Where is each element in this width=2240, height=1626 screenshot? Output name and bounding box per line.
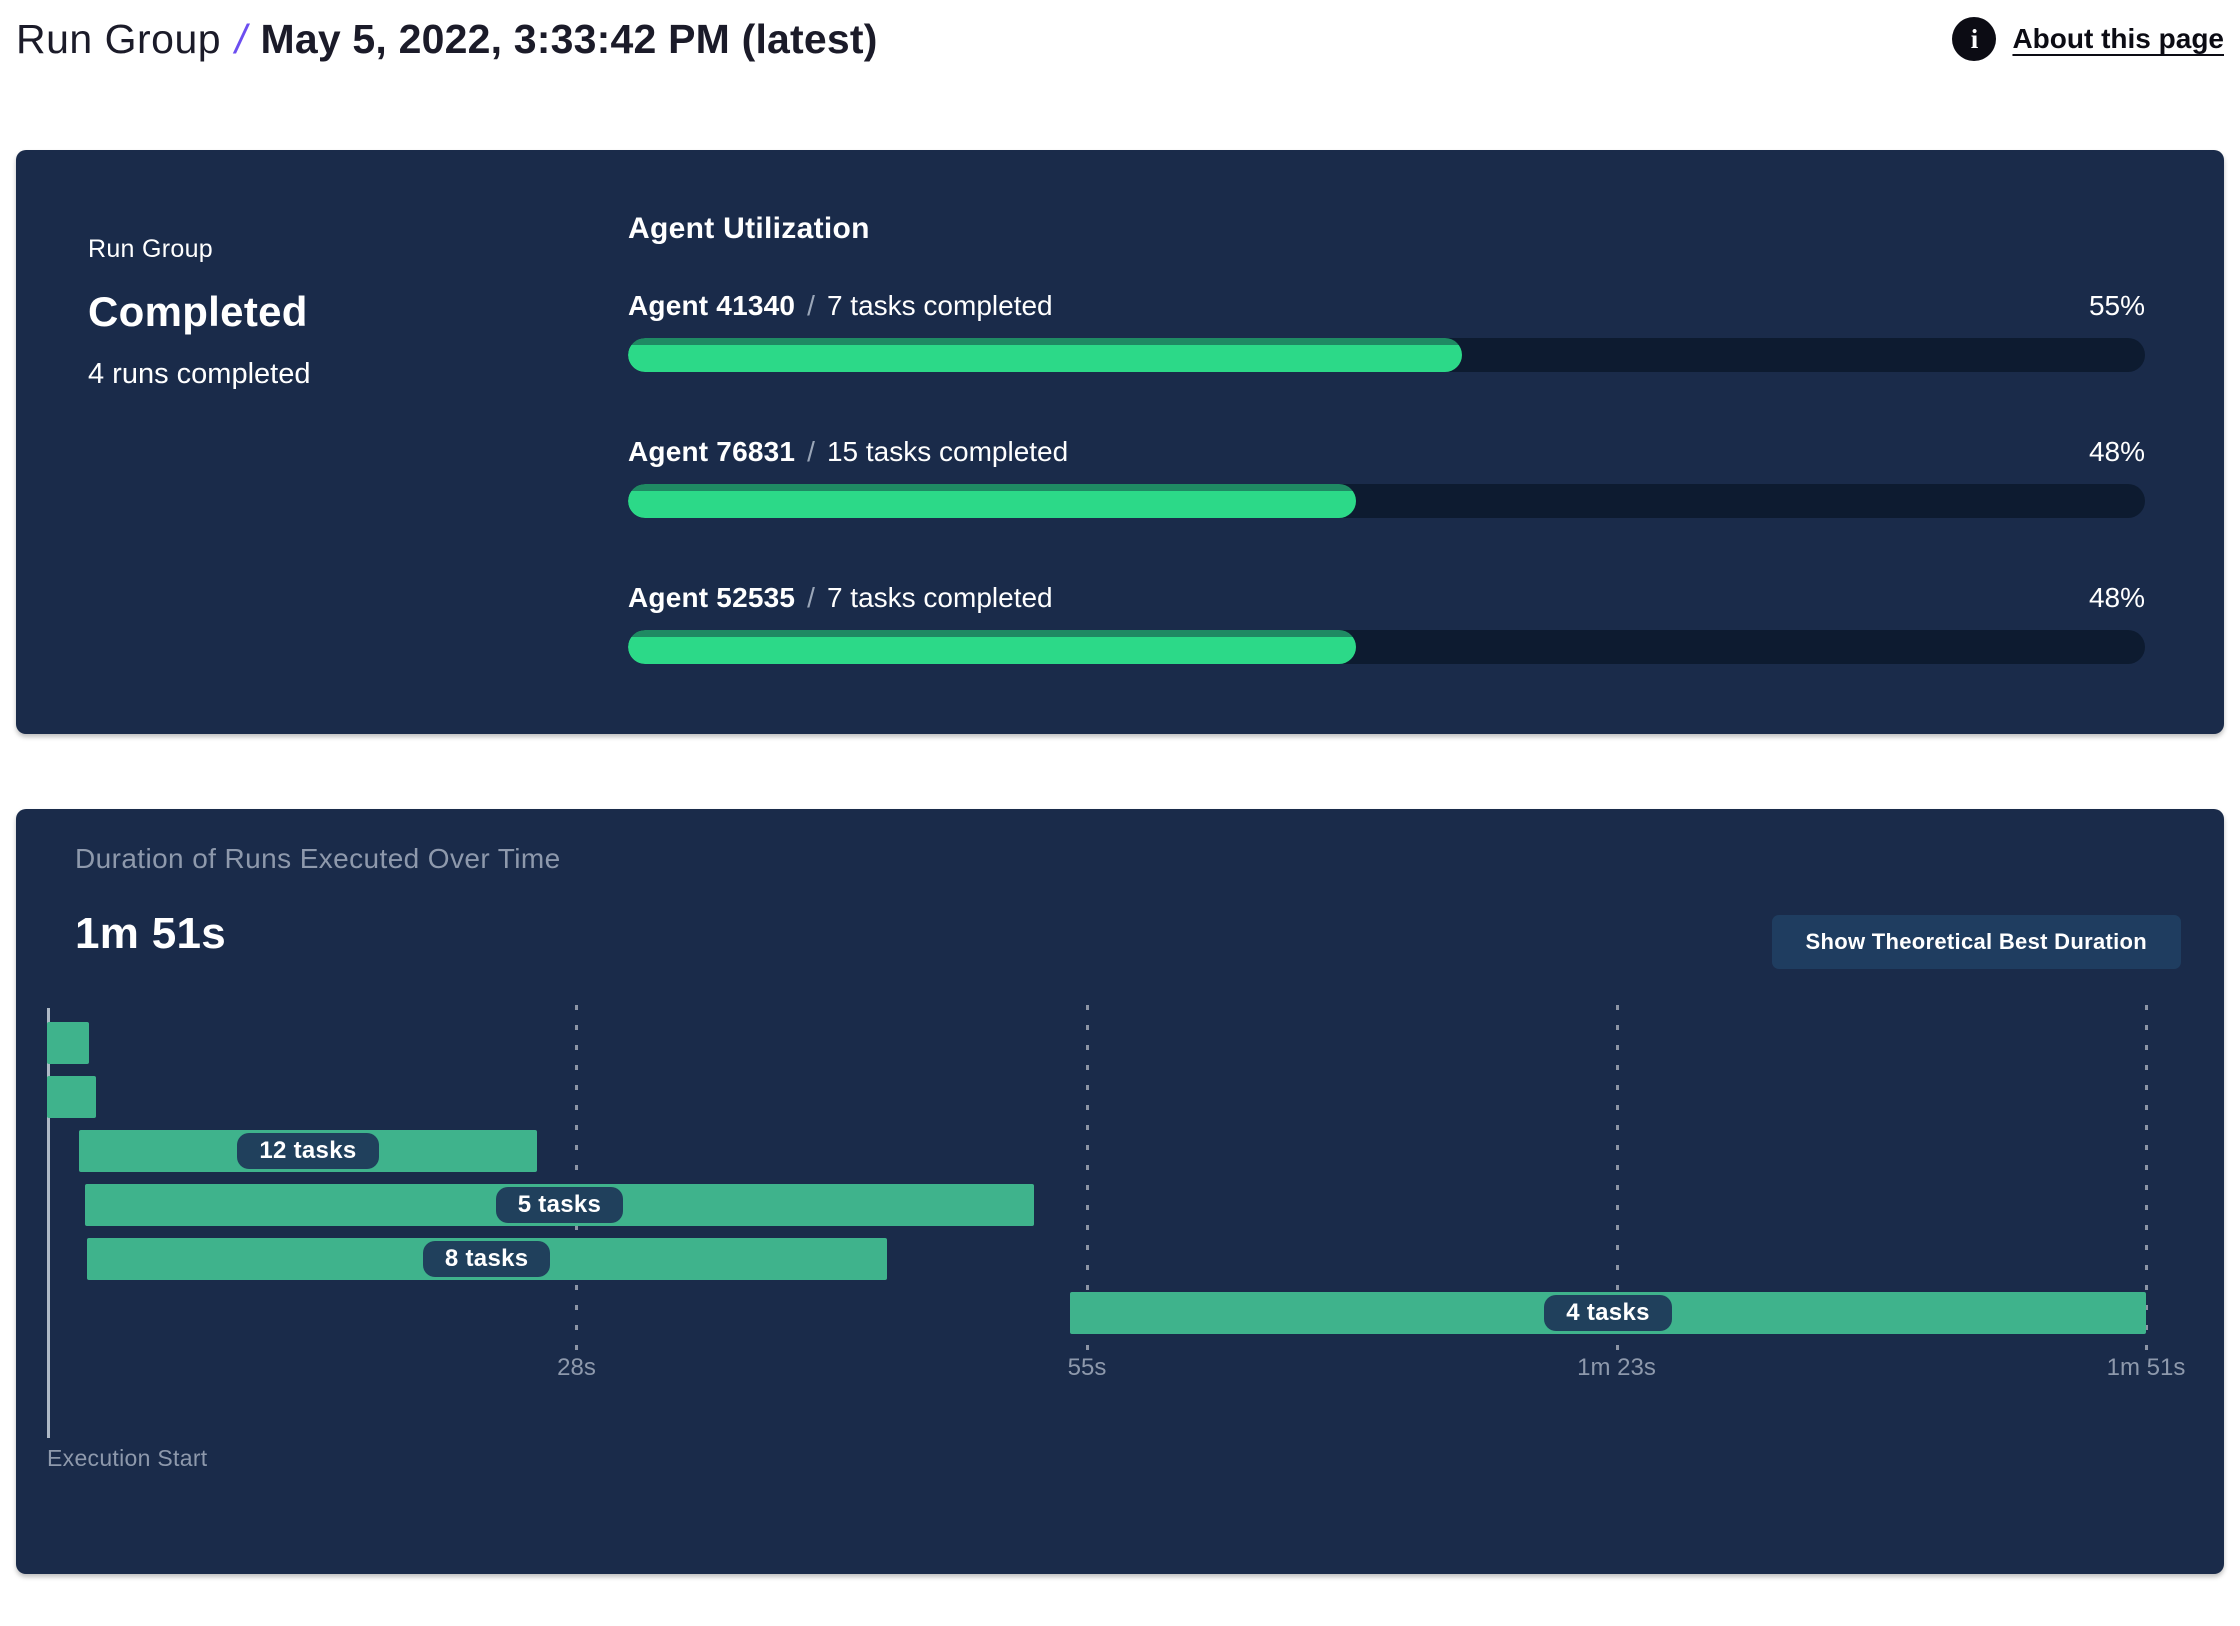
agent-name: Agent 52535 [628, 582, 796, 613]
axis-tick-label: 28s [557, 1354, 596, 1381]
run-group-status: Completed [88, 288, 308, 335]
axis-gridline [1615, 1005, 1619, 1355]
agent-tasks-completed: 7 tasks completed [826, 290, 1053, 321]
agent-utilization-section: Agent Utilization Agent 41340 / 7 tasks … [628, 212, 2145, 728]
run-duration-bar [47, 1022, 89, 1064]
agent-progress-track [628, 338, 2145, 372]
agent-utilization-row: Agent 52535 / 7 tasks completed 48% [628, 582, 2145, 664]
duration-chart-title: Duration of Runs Executed Over Time [75, 843, 561, 874]
axis-gridline [2145, 1005, 2148, 1355]
duration-chart-panel: Duration of Runs Executed Over Time 1m 5… [16, 809, 2224, 1574]
agent-progress-fill [628, 484, 1357, 518]
axis-tick-label: 1m 23s [1577, 1354, 1656, 1381]
page-header: Run Group / May 5, 2022, 3:33:42 PM (lat… [16, 6, 2224, 72]
run-duration-bar [47, 1076, 97, 1118]
agent-separator: / [807, 290, 815, 321]
show-theoretical-best-duration-button[interactable]: Show Theoretical Best Duration [1771, 915, 2181, 969]
agent-rows: Agent 41340 / 7 tasks completed 55% Agen… [628, 290, 2145, 664]
agent-tasks-completed: 15 tasks completed [826, 436, 1069, 467]
breadcrumb-separator: / [235, 15, 247, 62]
run-duration-bar: 4 tasks [1070, 1292, 2146, 1334]
agent-tasks-completed: 7 tasks completed [826, 582, 1053, 613]
agent-utilization-row: Agent 41340 / 7 tasks completed 55% [628, 290, 2145, 372]
axis-tick-label: 55s [1067, 1354, 1107, 1381]
agent-name: Agent 41340 [628, 290, 796, 321]
agent-separator: / [807, 582, 815, 613]
agent-progress-fill [628, 630, 1357, 664]
run-group-status-block: Run Group Completed 4 runs completed [88, 235, 310, 391]
task-count-pill: 4 tasks [1544, 1295, 1672, 1331]
task-count-pill: 8 tasks [422, 1241, 551, 1277]
task-count-pill: 5 tasks [495, 1187, 624, 1223]
run-group-summary-panel: Run Group Completed 4 runs completed Age… [16, 150, 2224, 734]
breadcrumb-current: May 5, 2022, 3:33:42 PM (latest) [260, 15, 878, 62]
gantt-plot: 28s 55s 1m 23s 1m 51s 12 tasks 5 tasks 8 tasks… [16, 809, 2224, 1574]
agent-progress-fill [628, 338, 1463, 372]
agent-utilization-row: Agent 76831 / 15 tasks completed 48% [628, 436, 2145, 518]
breadcrumb-root[interactable]: Run Group [16, 15, 222, 62]
task-count-pill: 12 tasks [237, 1133, 379, 1169]
about-link-label[interactable]: About this page [2012, 23, 2224, 54]
axis-gridline [1086, 1005, 1090, 1355]
agent-progress-track [628, 484, 2145, 518]
agent-separator: / [807, 436, 815, 467]
total-duration-value: 1m 51s [75, 909, 227, 958]
agent-progress-track [628, 630, 2145, 664]
about-this-page-link[interactable]: i About this page [1952, 17, 2224, 61]
axis-tick-label: 1m 51s [2106, 1354, 2186, 1381]
runs-completed-count: 4 runs completed [88, 358, 311, 390]
execution-start-axis-line [47, 1008, 50, 1438]
agent-utilization-percent: 55% [2088, 290, 2145, 321]
info-icon[interactable]: i [1952, 17, 1997, 61]
execution-start-label: Execution Start [47, 1445, 208, 1471]
run-duration-bar: 8 tasks [86, 1238, 887, 1280]
agent-utilization-percent: 48% [2088, 436, 2145, 467]
run-group-label: Run Group [88, 235, 213, 263]
run-duration-bar: 12 tasks [79, 1130, 537, 1172]
page-title: Run Group / May 5, 2022, 3:33:42 PM (lat… [16, 16, 878, 63]
run-duration-bar: 5 tasks [84, 1184, 1035, 1226]
agent-utilization-percent: 48% [2088, 582, 2145, 613]
agent-name: Agent 76831 [628, 436, 796, 467]
agent-utilization-title: Agent Utilization [628, 212, 870, 245]
axis-gridline [575, 1005, 579, 1355]
